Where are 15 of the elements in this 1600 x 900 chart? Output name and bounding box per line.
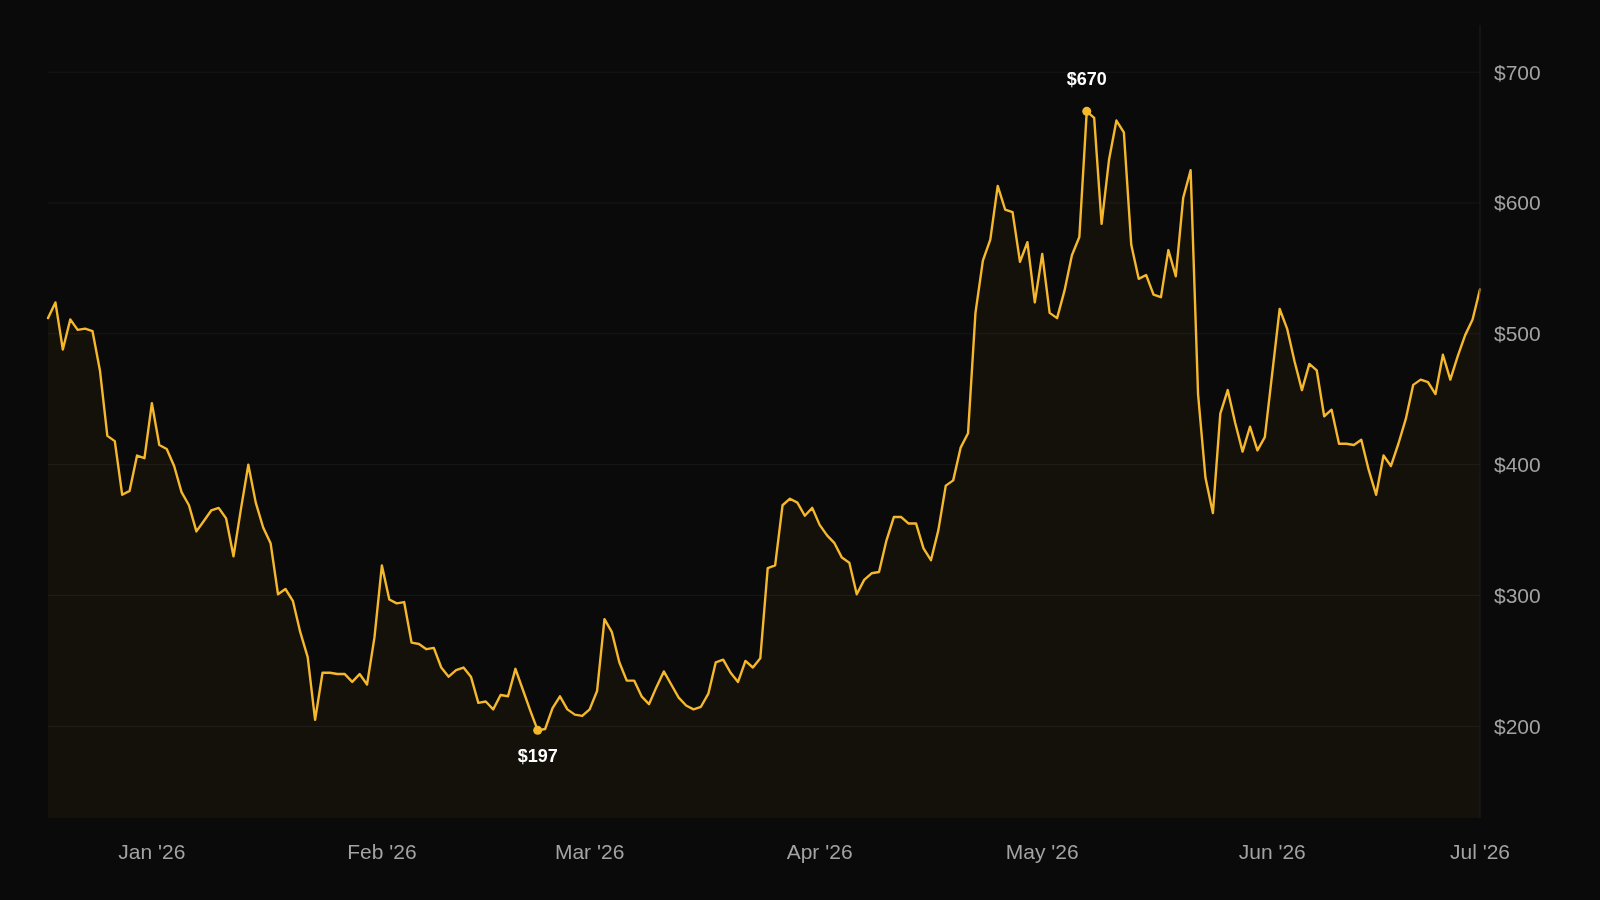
y-tick-label: $200 [1494, 714, 1541, 738]
y-tick-label: $400 [1494, 453, 1541, 477]
annotation: $197 [517, 746, 558, 767]
x-tick-label: Jan '26 [118, 839, 186, 863]
y-tick-label: $700 [1494, 60, 1541, 84]
y-tick-label: $300 [1494, 584, 1541, 608]
y-tick-label: $600 [1494, 191, 1541, 215]
x-tick-label: Apr '26 [786, 839, 853, 863]
x-tick-label: Feb '26 [347, 839, 417, 863]
x-tick-label: Jun '26 [1238, 839, 1306, 863]
x-tick-label: Jul '26 [1449, 839, 1511, 863]
y-tick-label: $500 [1494, 322, 1541, 346]
x-tick-label: May '26 [1005, 839, 1079, 863]
x-tick-label: Mar '26 [554, 839, 625, 863]
annotation: $670 [1066, 69, 1107, 90]
